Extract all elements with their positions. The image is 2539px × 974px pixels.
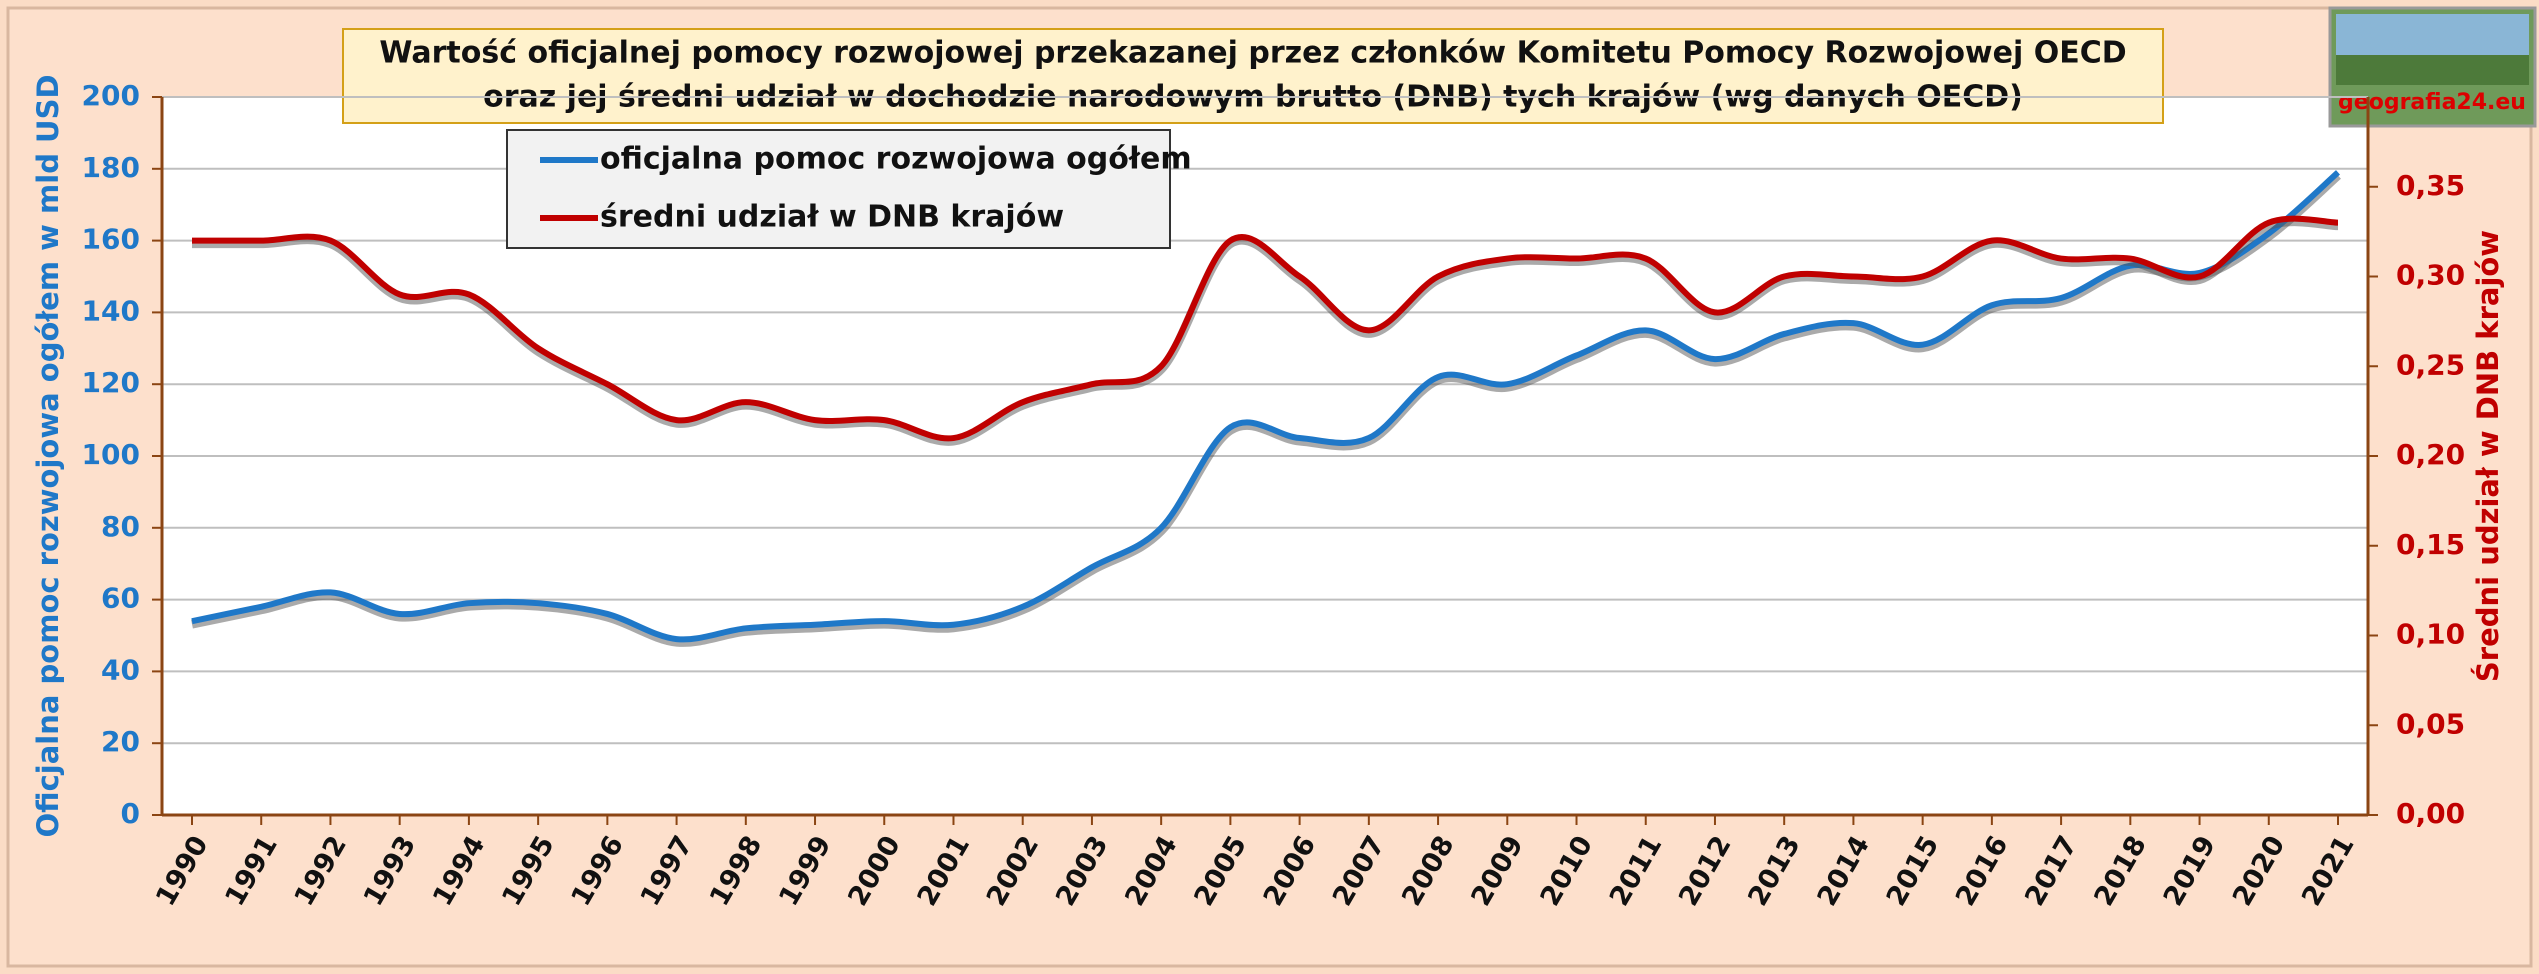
- y2-tick-label: 0,05: [2396, 707, 2465, 740]
- y-tick-label: 80: [101, 510, 140, 543]
- y-tick-label: 200: [82, 79, 140, 112]
- series-line: [192, 215, 2339, 442]
- legend-box: [506, 129, 1171, 249]
- y-tick-label: 40: [101, 653, 140, 686]
- y-tick-label: 100: [82, 438, 140, 471]
- y2-tick-label: 0,20: [2396, 438, 2465, 471]
- y2-tick-label: 0,25: [2396, 348, 2465, 381]
- y2-tick-label: 0,30: [2396, 259, 2465, 292]
- y2-tick-label: 0,10: [2396, 618, 2465, 651]
- y2-tick-label: 0,00: [2396, 797, 2465, 830]
- chart-title: Wartość oficjalnej pomocy rozwojowej prz…: [379, 36, 2126, 71]
- y-tick-label: 20: [101, 725, 140, 758]
- y-tick-label: 140: [82, 294, 140, 327]
- legend-label: średni udział w DNB krajów: [600, 200, 1064, 235]
- logo: geografia24.eu: [2328, 6, 2537, 128]
- y2-tick-label: 0,15: [2396, 528, 2465, 561]
- logo-image-land: [2336, 55, 2529, 85]
- y-tick-label: 160: [82, 223, 140, 256]
- y-tick-label: 60: [101, 582, 140, 615]
- title-box: [342, 28, 2164, 124]
- y2-axis-title: Średni udział w DNB krajów: [2471, 230, 2505, 682]
- legend-label: oficjalna pomoc rozwojowa ogółem: [600, 142, 1192, 177]
- logo-text: geografia24.eu: [2338, 90, 2526, 115]
- y2-tick-label: 0,35: [2396, 169, 2465, 202]
- y-axis-title: Oficjalna pomoc rozwojowa ogółem w mld U…: [31, 74, 65, 837]
- y-tick-label: 180: [82, 151, 140, 184]
- y-tick-label: 120: [82, 366, 140, 399]
- series-line: [191, 170, 2340, 643]
- y-tick-label: 0: [121, 797, 140, 830]
